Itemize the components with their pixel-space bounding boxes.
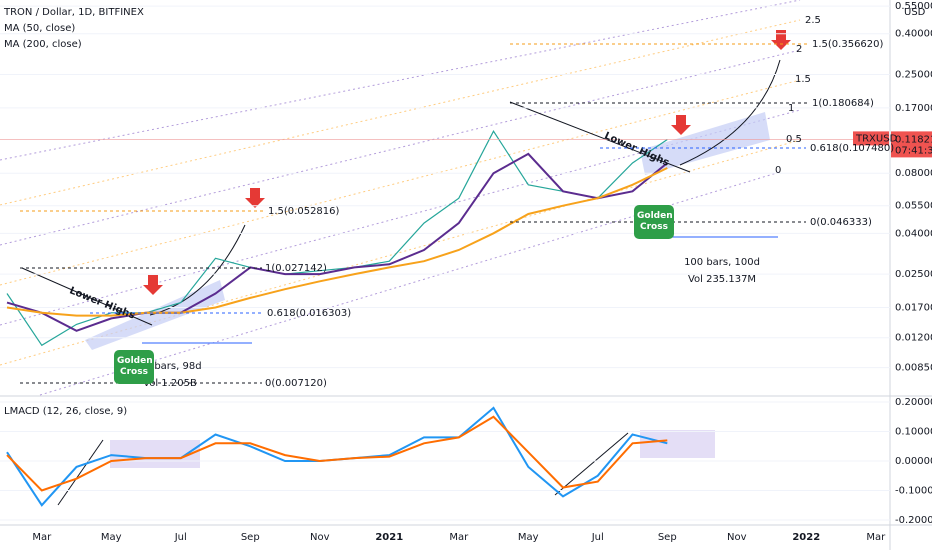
- y-tick-label: -0.200000: [895, 515, 932, 526]
- annotation: 0(0.046333): [810, 217, 872, 228]
- y-tick-label: 0.008500: [895, 363, 932, 374]
- y-tick-label: 0.250000: [895, 69, 932, 80]
- y-tick-label: 0.040000: [895, 228, 932, 239]
- annotation: 2: [796, 44, 802, 55]
- series-line: [6, 167, 668, 317]
- annotation: 0: [775, 165, 781, 176]
- annotation: 0.618(0.016303): [267, 308, 351, 319]
- series-line: [6, 130, 668, 347]
- x-tick-label: Mar: [866, 532, 886, 543]
- chart-title: TRON / Dollar, 1D, BITFINEX: [3, 7, 144, 18]
- annotation: 0.5: [786, 134, 802, 145]
- signal-arrows: [143, 30, 791, 295]
- annotation: Vol 235.137M: [688, 274, 756, 285]
- x-tick-label: Mar: [32, 532, 52, 543]
- channel-box: [640, 112, 770, 175]
- symbol-tag: [853, 131, 889, 146]
- annotation: 1.5(0.356620): [812, 39, 884, 50]
- x-tick-label: 2022: [792, 532, 820, 543]
- annotation: 100 bars, 100d: [684, 257, 760, 268]
- annotation: 1.5: [795, 74, 811, 85]
- annotation: 1: [788, 103, 794, 114]
- macd-box: [640, 430, 715, 458]
- annotation: 0(0.007120): [265, 378, 327, 389]
- x-tick-label: Nov: [310, 532, 330, 543]
- y-tick-label: 0.170000: [895, 103, 932, 114]
- y-tick-label: 0.200000: [895, 397, 932, 408]
- y-tick-label: 0.055000: [895, 201, 932, 212]
- series-line: [6, 415, 668, 492]
- x-tick-label: May: [518, 532, 539, 543]
- pane-title: LMACD (12, 26, close, 9): [4, 406, 127, 417]
- countdown: 07:41:38: [895, 145, 932, 156]
- symbol-label: TRXUSD: [855, 133, 898, 144]
- y-tick-label: 0.080000: [895, 168, 932, 179]
- price-value: 0.118210: [895, 134, 932, 145]
- annotation: 1.5(0.052816): [268, 206, 340, 217]
- x-tick-label: Nov: [727, 532, 747, 543]
- legend-entry: MA (200, close): [4, 39, 82, 50]
- channel-box: [85, 280, 225, 350]
- price-tag: [891, 131, 932, 158]
- y-tick-label: 0.100000: [895, 427, 932, 438]
- y-tick-label: 0.025000: [895, 269, 932, 280]
- x-tick-label: Jul: [591, 532, 604, 543]
- currency: USD: [904, 7, 926, 18]
- annotation: 1(0.027142): [265, 263, 327, 274]
- annotation: 98 bars, 98d: [138, 361, 201, 372]
- annotation: 0.618(0.107480): [810, 143, 894, 154]
- series-line: [6, 152, 668, 332]
- x-tick-label: May: [101, 532, 122, 543]
- x-tick-label: Jul: [174, 532, 187, 543]
- y-tick-label: 0.550000: [895, 1, 932, 12]
- annotation: 2.5: [805, 15, 821, 26]
- y-tick-label: -0.100000: [895, 485, 932, 496]
- macd-box: [110, 440, 200, 468]
- golden-cross-badge: Golden Cross: [634, 205, 674, 239]
- golden-cross-badge: Golden Cross: [114, 350, 154, 384]
- y-tick-label: 0.012000: [895, 333, 932, 344]
- measure: [142, 236, 778, 344]
- annotation: 1(0.180684): [812, 98, 874, 109]
- y-tick-label: 0.400000: [895, 29, 932, 40]
- x-tick-label: Mar: [449, 532, 469, 543]
- x-tick-label: Sep: [241, 532, 260, 543]
- y-tick-label: 0.017000: [895, 303, 932, 314]
- y-tick-label: 0.000000: [895, 456, 932, 467]
- x-tick-label: 2021: [375, 532, 403, 543]
- x-tick-label: Sep: [658, 532, 677, 543]
- legend-entry: MA (50, close): [4, 23, 75, 34]
